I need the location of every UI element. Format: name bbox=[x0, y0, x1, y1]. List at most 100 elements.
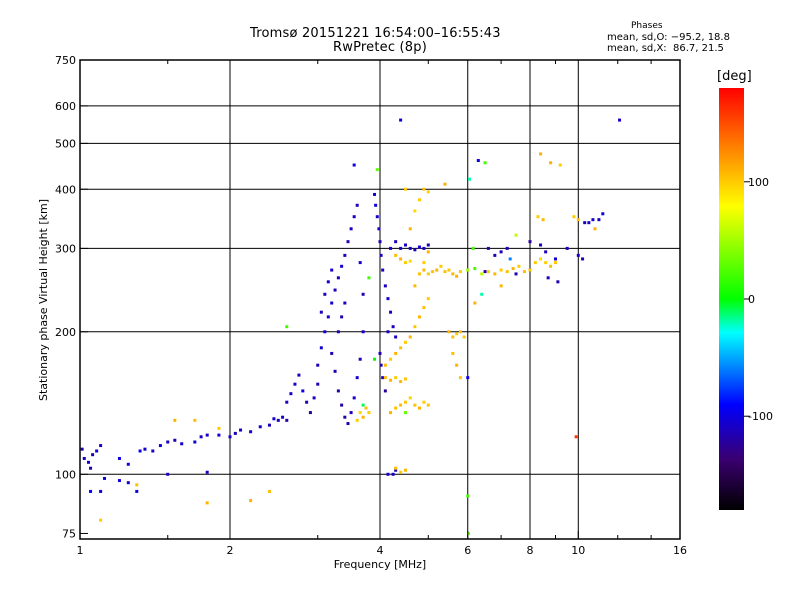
data-point bbox=[493, 253, 497, 257]
y-tick-label: 300 bbox=[55, 242, 76, 255]
data-point bbox=[308, 411, 312, 415]
data-point bbox=[343, 253, 347, 257]
data-point bbox=[166, 440, 170, 444]
data-point bbox=[355, 418, 359, 422]
data-point bbox=[458, 376, 462, 380]
data-point bbox=[403, 411, 407, 415]
data-point bbox=[330, 301, 334, 305]
data-point bbox=[158, 444, 162, 448]
data-point bbox=[80, 447, 84, 451]
data-point bbox=[373, 192, 377, 196]
data-point bbox=[422, 187, 426, 191]
data-point bbox=[151, 449, 155, 453]
data-point bbox=[544, 261, 548, 265]
data-point bbox=[426, 297, 430, 301]
data-point bbox=[117, 456, 121, 460]
data-point bbox=[546, 276, 550, 280]
y-axis-label: Stationary phase Virtual Height [km] bbox=[37, 199, 50, 401]
y-tick-label: 200 bbox=[55, 326, 76, 339]
data-point bbox=[389, 357, 393, 361]
data-point bbox=[379, 253, 383, 257]
data-point bbox=[166, 472, 170, 476]
data-point bbox=[117, 479, 121, 483]
data-point bbox=[173, 418, 177, 422]
data-point bbox=[426, 403, 430, 407]
y-tick-label: 100 bbox=[55, 468, 76, 481]
data-point bbox=[517, 264, 521, 268]
data-point bbox=[352, 396, 356, 400]
data-point bbox=[572, 215, 576, 219]
data-point bbox=[364, 406, 368, 410]
data-point bbox=[422, 246, 426, 250]
data-point bbox=[340, 264, 344, 268]
data-point bbox=[285, 418, 289, 422]
data-point bbox=[403, 468, 407, 472]
data-point bbox=[499, 250, 503, 254]
data-point bbox=[426, 250, 430, 254]
data-point bbox=[422, 261, 426, 265]
data-point bbox=[556, 280, 560, 284]
data-point bbox=[333, 369, 337, 373]
data-point bbox=[249, 499, 253, 503]
data-point bbox=[205, 501, 209, 505]
data-point bbox=[511, 267, 515, 271]
data-point bbox=[367, 276, 371, 280]
data-point bbox=[301, 389, 305, 393]
data-point bbox=[374, 203, 378, 207]
x-tick-label: 1 bbox=[77, 544, 84, 557]
data-point bbox=[576, 218, 580, 222]
data-point bbox=[399, 403, 403, 407]
data-point bbox=[413, 248, 417, 252]
data-point bbox=[541, 218, 545, 222]
data-point bbox=[601, 212, 605, 216]
data-point bbox=[581, 257, 585, 261]
x-tick-label: 2 bbox=[227, 544, 234, 557]
data-point bbox=[618, 118, 622, 122]
data-point bbox=[403, 377, 407, 381]
data-point bbox=[544, 250, 548, 254]
data-point bbox=[381, 268, 385, 272]
data-point bbox=[399, 246, 403, 250]
data-point bbox=[508, 257, 512, 261]
data-point bbox=[549, 161, 553, 165]
data-point bbox=[378, 351, 382, 355]
data-point bbox=[403, 243, 407, 247]
y-tick-label: 75 bbox=[62, 527, 76, 540]
data-point bbox=[367, 411, 371, 415]
data-point bbox=[323, 292, 327, 296]
y-tick-label: 750 bbox=[55, 54, 76, 67]
data-point bbox=[293, 382, 297, 386]
data-point bbox=[417, 272, 421, 276]
data-point bbox=[583, 221, 587, 225]
x-axis-ticks: 1 2 4 6 8 10 16 bbox=[77, 60, 687, 557]
data-point bbox=[439, 264, 443, 268]
data-point bbox=[173, 438, 177, 442]
x-tick-label: 16 bbox=[673, 544, 687, 557]
data-point bbox=[486, 246, 490, 250]
data-point bbox=[199, 435, 203, 439]
data-point bbox=[386, 297, 390, 301]
data-point bbox=[355, 376, 359, 380]
data-point bbox=[135, 483, 139, 487]
data-point bbox=[319, 310, 323, 314]
data-point bbox=[480, 292, 484, 296]
data-point bbox=[305, 400, 309, 404]
data-points bbox=[80, 118, 622, 535]
data-point bbox=[443, 182, 447, 186]
data-point bbox=[435, 268, 439, 272]
data-point bbox=[193, 440, 197, 444]
y-tick-label: 500 bbox=[55, 137, 76, 150]
data-point bbox=[394, 240, 398, 244]
data-point bbox=[473, 267, 477, 271]
data-point bbox=[346, 422, 350, 426]
data-point bbox=[413, 325, 417, 329]
data-point bbox=[340, 403, 344, 407]
data-point bbox=[267, 489, 271, 493]
data-point bbox=[394, 468, 398, 472]
data-point bbox=[383, 376, 387, 380]
data-point bbox=[553, 261, 557, 265]
y-tick-label: 600 bbox=[55, 100, 76, 113]
data-point bbox=[417, 245, 421, 249]
data-point bbox=[455, 274, 459, 278]
data-point bbox=[228, 435, 232, 439]
